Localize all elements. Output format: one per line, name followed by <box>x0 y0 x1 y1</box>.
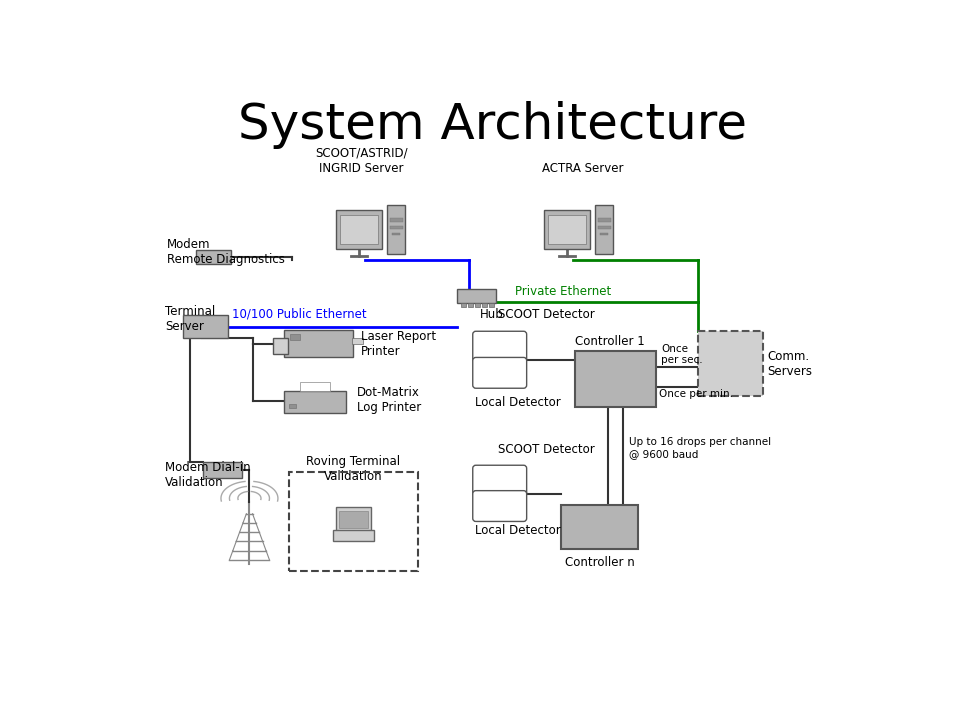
Text: Up to 16 drops per channel
@ 9600 baud: Up to 16 drops per channel @ 9600 baud <box>629 437 771 459</box>
Bar <box>336 210 382 249</box>
Bar <box>575 351 656 407</box>
Bar <box>289 404 297 408</box>
Bar <box>562 505 638 549</box>
Bar <box>289 472 419 571</box>
Text: ACTRA Server: ACTRA Server <box>542 162 624 175</box>
Bar <box>352 338 364 344</box>
Text: Local Detector: Local Detector <box>475 523 561 537</box>
Bar <box>598 225 611 230</box>
Text: Roving Terminal
Validation: Roving Terminal Validation <box>306 455 400 483</box>
Text: Hub: Hub <box>480 308 503 321</box>
Bar <box>387 205 405 254</box>
Bar <box>284 330 353 357</box>
Bar <box>273 338 288 354</box>
Bar <box>390 225 403 230</box>
FancyBboxPatch shape <box>472 465 527 496</box>
Bar <box>300 382 330 391</box>
Text: SCOOT/ASTRID/
INGRID Server: SCOOT/ASTRID/ INGRID Server <box>315 147 407 175</box>
Bar <box>333 530 373 541</box>
Text: System Architecture: System Architecture <box>237 101 747 149</box>
Text: Once per min.: Once per min. <box>660 389 733 399</box>
Text: Controller 1: Controller 1 <box>575 336 645 348</box>
Bar <box>336 507 371 531</box>
FancyBboxPatch shape <box>472 357 527 388</box>
Bar <box>393 233 400 235</box>
Text: Terminal
Server: Terminal Server <box>165 305 215 333</box>
Text: Dot-Matrix
Log Printer: Dot-Matrix Log Printer <box>357 386 421 414</box>
Bar <box>548 215 586 244</box>
Bar <box>595 205 613 254</box>
FancyBboxPatch shape <box>472 331 527 362</box>
Bar <box>468 303 472 307</box>
Bar <box>489 303 493 307</box>
Bar <box>544 210 589 249</box>
Text: SCOOT Detector: SCOOT Detector <box>498 443 595 456</box>
Bar <box>390 218 403 222</box>
Text: Comm.
Servers: Comm. Servers <box>768 350 813 377</box>
FancyBboxPatch shape <box>472 490 527 521</box>
Bar <box>196 251 230 264</box>
Text: SCOOT Detector: SCOOT Detector <box>498 308 595 321</box>
Bar <box>183 315 228 338</box>
Bar <box>340 215 378 244</box>
Text: Local Detector: Local Detector <box>475 396 561 409</box>
Text: Once
per sec.: Once per sec. <box>661 343 703 365</box>
Bar <box>461 303 466 307</box>
Bar <box>339 511 368 528</box>
Text: 10/100 Public Ethernet: 10/100 Public Ethernet <box>231 307 367 320</box>
Bar <box>598 218 611 222</box>
Bar <box>482 303 487 307</box>
Bar <box>698 331 763 396</box>
Text: Laser Report
Printer: Laser Report Printer <box>361 330 436 359</box>
Text: Private Ethernet: Private Ethernet <box>516 285 612 298</box>
Text: Modem Dial-in
Validation: Modem Dial-in Validation <box>165 462 251 490</box>
Bar <box>457 289 496 303</box>
Text: Modem
Remote Diagnostics: Modem Remote Diagnostics <box>167 238 285 266</box>
Bar <box>475 303 480 307</box>
Bar <box>204 462 242 477</box>
Bar <box>290 333 300 340</box>
Bar <box>600 233 608 235</box>
Text: Controller n: Controller n <box>564 556 635 569</box>
Bar <box>284 392 346 413</box>
